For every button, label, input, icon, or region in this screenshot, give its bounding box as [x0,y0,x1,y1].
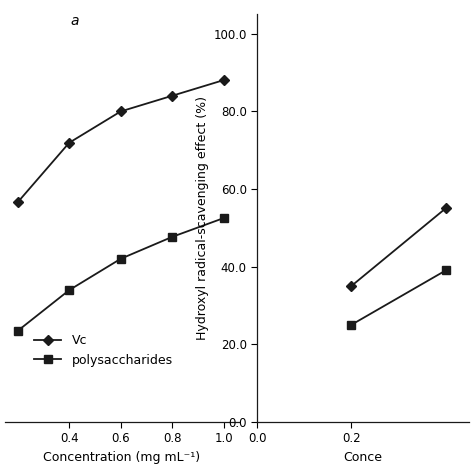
polysaccharides [221,215,227,221]
Line: polysaccharides: polysaccharides [14,214,228,335]
Vc [66,140,72,146]
Vc [118,109,124,114]
polysaccharides [118,256,124,262]
Y-axis label: Hydroxyl radical-scavenging effect (%): Hydroxyl radical-scavenging effect (%) [196,96,209,340]
X-axis label: Conce: Conce [344,451,383,464]
X-axis label: Concentration (mg mL⁻¹): Concentration (mg mL⁻¹) [44,451,201,464]
polysaccharides [66,287,72,293]
Legend: Vc, polysaccharides: Vc, polysaccharides [34,335,173,367]
polysaccharides [169,234,175,240]
Line: Vc: Vc [14,76,228,206]
Vc [221,77,227,83]
polysaccharides [15,328,20,334]
Vc [169,93,175,99]
Text: a: a [71,14,79,28]
Vc [15,200,20,205]
